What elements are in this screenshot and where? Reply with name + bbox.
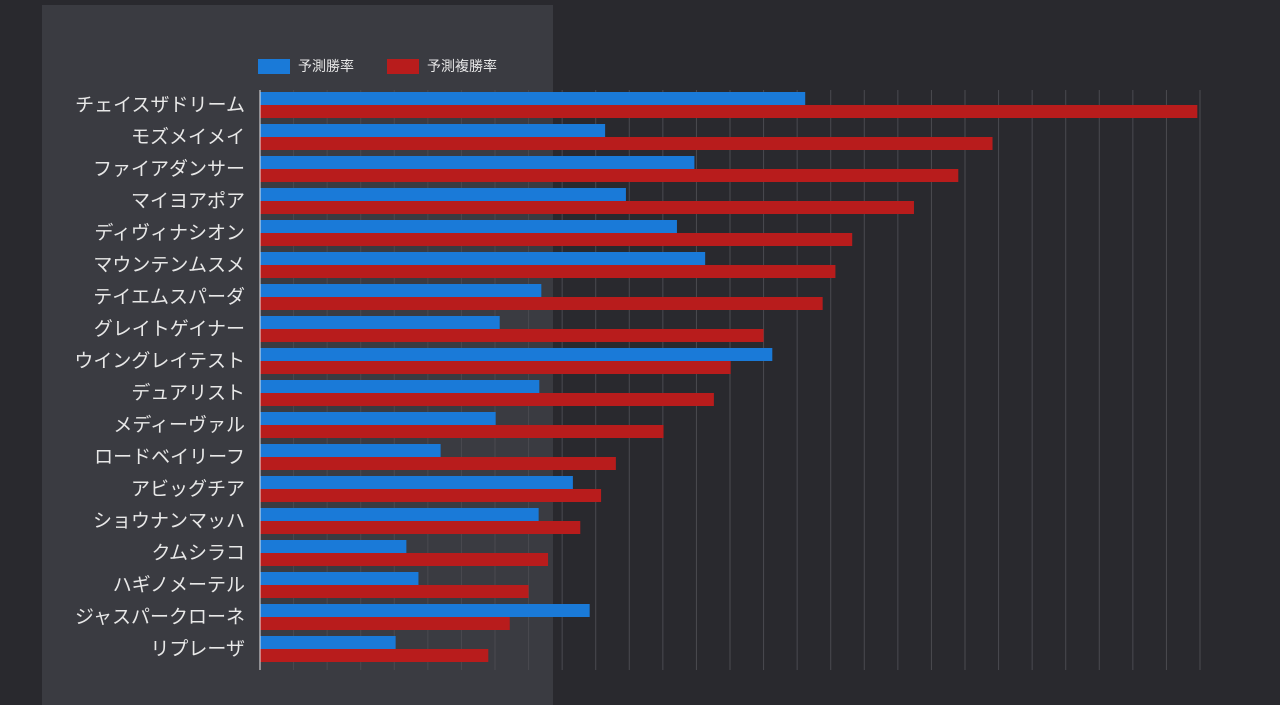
category-label: ウイングレイテスト: [74, 350, 245, 372]
bar-place-rate[interactable]: [260, 201, 914, 214]
category-label: ディヴィナシオン: [94, 222, 245, 244]
bar-win-rate[interactable]: [260, 444, 441, 457]
category-label: ロードベイリーフ: [94, 446, 245, 468]
bar-place-rate[interactable]: [260, 361, 731, 374]
category-label: ジャスパークローネ: [75, 606, 245, 628]
bar-place-rate[interactable]: [260, 137, 993, 150]
bar-place-rate[interactable]: [260, 329, 764, 342]
category-labels: チェイスザドリームモズメイメイファイアダンサーマイヨアポアディヴィナシオンマウン…: [74, 94, 245, 660]
bars: [260, 92, 1198, 662]
bar-place-rate[interactable]: [260, 585, 529, 598]
category-label: テイエムスパーダ: [93, 286, 245, 308]
bar-place-rate[interactable]: [260, 521, 581, 534]
legend-label-place-rate: 予測複勝率: [427, 59, 497, 75]
category-label: マイヨアポア: [131, 190, 245, 212]
bar-place-rate[interactable]: [260, 649, 489, 662]
horizontal-bar-chart: チェイスザドリームモズメイメイファイアダンサーマイヨアポアディヴィナシオンマウン…: [74, 90, 1201, 670]
category-label: メディーヴァル: [113, 414, 245, 436]
category-label: アビッグチア: [131, 478, 245, 500]
bar-win-rate[interactable]: [260, 316, 500, 329]
category-label: ファイアダンサー: [93, 158, 245, 180]
bar-win-rate[interactable]: [260, 252, 706, 265]
category-label: ハギノメーテル: [113, 574, 245, 596]
bar-place-rate[interactable]: [260, 457, 616, 470]
category-label: グレイトゲイナー: [94, 318, 245, 340]
bar-win-rate[interactable]: [260, 156, 695, 169]
category-label: マウンテンムスメ: [93, 254, 245, 276]
bar-win-rate[interactable]: [260, 188, 626, 201]
bar-win-rate[interactable]: [260, 348, 773, 361]
bar-place-rate[interactable]: [260, 169, 959, 182]
bar-place-rate[interactable]: [260, 489, 602, 502]
bar-place-rate[interactable]: [260, 105, 1198, 118]
bar-win-rate[interactable]: [260, 476, 573, 489]
bar-place-rate[interactable]: [260, 553, 549, 566]
legend-swatch-win-rate: [258, 59, 290, 74]
bar-win-rate[interactable]: [260, 92, 806, 105]
bar-win-rate[interactable]: [260, 572, 419, 585]
bar-win-rate[interactable]: [260, 412, 496, 425]
bar-win-rate[interactable]: [260, 220, 677, 233]
category-label: チェイスザドリーム: [75, 94, 245, 116]
bar-place-rate[interactable]: [260, 425, 664, 438]
bar-place-rate[interactable]: [260, 393, 714, 406]
bar-win-rate[interactable]: [260, 284, 542, 297]
bar-place-rate[interactable]: [260, 233, 853, 246]
bar-win-rate[interactable]: [260, 124, 606, 137]
bar-win-rate[interactable]: [260, 604, 590, 617]
legend-swatch-place-rate: [387, 59, 419, 74]
bar-win-rate[interactable]: [260, 380, 540, 393]
bar-place-rate[interactable]: [260, 297, 823, 310]
category-label: デュアリスト: [131, 382, 245, 404]
bar-win-rate[interactable]: [260, 508, 539, 521]
bar-place-rate[interactable]: [260, 265, 836, 278]
category-label: クムシラコ: [152, 542, 245, 564]
bar-win-rate[interactable]: [260, 636, 396, 649]
category-label: ショウナンマッハ: [93, 510, 245, 532]
bar-place-rate[interactable]: [260, 617, 510, 630]
category-label: リプレーザ: [150, 638, 245, 660]
category-label: モズメイメイ: [131, 126, 245, 148]
bar-win-rate[interactable]: [260, 540, 407, 553]
legend-label-win-rate: 予測勝率: [298, 59, 354, 75]
